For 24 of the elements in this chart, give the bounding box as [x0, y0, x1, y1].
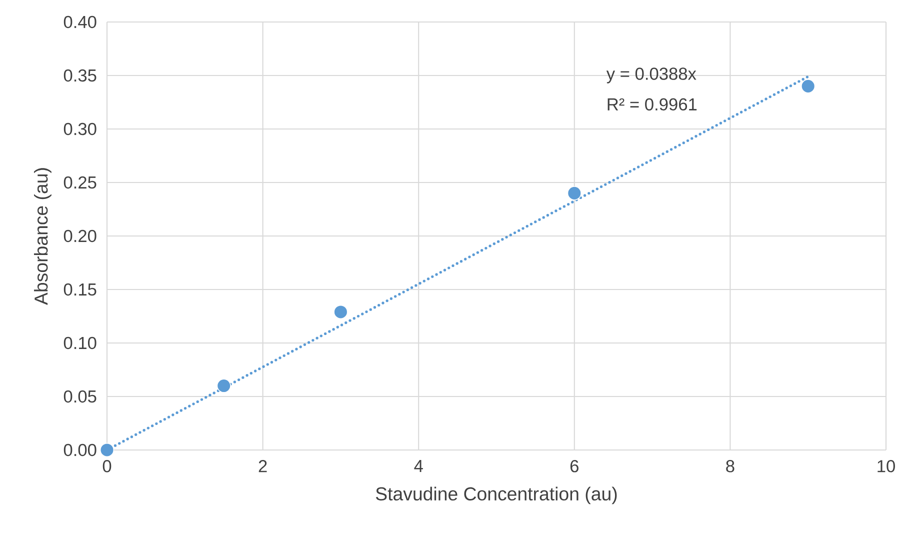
annotation: y = 0.0388x: [606, 68, 696, 84]
y-tick-label: 0.10: [64, 336, 96, 350]
point: [567, 186, 582, 200]
x-tick-label: 8: [726, 460, 734, 472]
y-tick-label: 0.20: [64, 230, 96, 242]
x-tick-label: 10: [878, 460, 895, 472]
y-tick-label: 0.05: [64, 390, 96, 403]
point: [100, 442, 114, 458]
point: [801, 79, 816, 94]
annotation: R² = 0.9961: [608, 98, 697, 111]
x-tick-label: 6: [570, 460, 578, 472]
point: [216, 378, 231, 393]
y-tick-label: 0.00: [64, 444, 96, 456]
y-tick-label: 0.15: [64, 283, 96, 296]
y-tick-label: 0.25: [64, 176, 96, 189]
x-tick-label: 0: [102, 460, 112, 472]
point: [334, 304, 348, 320]
y-tick-label: 0.30: [64, 122, 96, 136]
y-tick-label: 0.35: [64, 69, 96, 82]
x-axis-title: Stavudine Concentration (au): [376, 486, 617, 504]
x-tick-label: 2: [258, 460, 267, 472]
x-tick-label: 4: [414, 460, 423, 472]
y-axis-title: Absorbance (au): [34, 168, 52, 305]
y-tick-label: 0.40: [64, 16, 96, 28]
